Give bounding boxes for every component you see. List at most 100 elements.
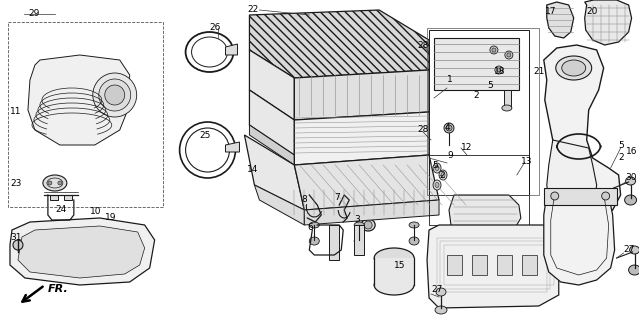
Ellipse shape xyxy=(502,105,512,111)
Polygon shape xyxy=(354,225,364,255)
Ellipse shape xyxy=(374,248,414,268)
Ellipse shape xyxy=(409,222,419,228)
Text: 26: 26 xyxy=(209,23,221,33)
Polygon shape xyxy=(522,255,537,275)
Bar xyxy=(8,22,163,207)
Text: 5: 5 xyxy=(619,141,625,149)
Ellipse shape xyxy=(433,180,441,190)
Ellipse shape xyxy=(497,68,501,72)
Ellipse shape xyxy=(551,192,559,200)
Polygon shape xyxy=(294,112,429,165)
Ellipse shape xyxy=(374,275,414,295)
Polygon shape xyxy=(250,125,294,165)
Text: 24: 24 xyxy=(55,205,66,215)
Text: 17: 17 xyxy=(545,8,556,16)
Ellipse shape xyxy=(354,237,364,245)
Text: 14: 14 xyxy=(248,166,259,174)
Polygon shape xyxy=(544,45,621,215)
Ellipse shape xyxy=(630,246,639,254)
Ellipse shape xyxy=(435,306,447,314)
Text: 19: 19 xyxy=(105,214,116,222)
Text: 4: 4 xyxy=(445,124,451,132)
Polygon shape xyxy=(449,195,521,235)
Ellipse shape xyxy=(99,79,131,111)
Text: 10: 10 xyxy=(90,208,101,216)
Polygon shape xyxy=(434,38,519,90)
Ellipse shape xyxy=(625,195,637,205)
Ellipse shape xyxy=(505,51,513,59)
Polygon shape xyxy=(585,0,632,45)
Polygon shape xyxy=(305,200,439,225)
Text: 25: 25 xyxy=(200,131,211,139)
Text: 20: 20 xyxy=(587,8,598,16)
Polygon shape xyxy=(255,185,305,225)
Text: 12: 12 xyxy=(461,143,472,153)
Polygon shape xyxy=(50,195,58,200)
Ellipse shape xyxy=(433,163,441,173)
Text: 5: 5 xyxy=(487,81,493,89)
Text: 23: 23 xyxy=(10,179,21,187)
Text: 22: 22 xyxy=(248,5,259,15)
Text: FR.: FR. xyxy=(48,284,68,294)
Ellipse shape xyxy=(562,60,586,76)
Text: 8: 8 xyxy=(301,196,307,204)
Ellipse shape xyxy=(364,221,372,229)
Polygon shape xyxy=(10,218,155,285)
Ellipse shape xyxy=(93,73,137,117)
Text: 9: 9 xyxy=(447,150,452,160)
Polygon shape xyxy=(472,255,487,275)
Polygon shape xyxy=(427,225,559,308)
Polygon shape xyxy=(447,255,462,275)
Polygon shape xyxy=(329,225,339,260)
Text: 28: 28 xyxy=(417,125,428,135)
Polygon shape xyxy=(18,226,145,278)
Ellipse shape xyxy=(446,125,452,131)
Polygon shape xyxy=(294,70,429,120)
Text: 29: 29 xyxy=(28,9,39,19)
Ellipse shape xyxy=(602,192,610,200)
Polygon shape xyxy=(504,90,511,108)
Ellipse shape xyxy=(309,222,319,228)
Text: 2: 2 xyxy=(473,90,479,100)
Text: 1: 1 xyxy=(447,76,452,84)
Text: 27: 27 xyxy=(623,246,635,254)
Polygon shape xyxy=(244,135,305,210)
Ellipse shape xyxy=(43,175,67,191)
Ellipse shape xyxy=(58,181,62,185)
Ellipse shape xyxy=(495,66,503,74)
Text: 31: 31 xyxy=(10,234,22,242)
Ellipse shape xyxy=(492,48,496,52)
Polygon shape xyxy=(250,90,294,155)
Polygon shape xyxy=(544,195,614,285)
Ellipse shape xyxy=(507,53,511,57)
Polygon shape xyxy=(225,44,237,55)
Text: 11: 11 xyxy=(10,107,22,117)
Text: 3: 3 xyxy=(354,216,360,224)
Polygon shape xyxy=(250,50,294,120)
Ellipse shape xyxy=(435,166,439,171)
Ellipse shape xyxy=(628,265,640,275)
Ellipse shape xyxy=(439,170,447,180)
Ellipse shape xyxy=(444,123,454,133)
Ellipse shape xyxy=(13,240,23,250)
Text: 16: 16 xyxy=(626,148,637,156)
Polygon shape xyxy=(64,195,72,200)
Ellipse shape xyxy=(409,237,419,245)
Polygon shape xyxy=(547,2,573,38)
Text: 5: 5 xyxy=(432,161,438,169)
Text: 13: 13 xyxy=(521,157,532,167)
Ellipse shape xyxy=(309,237,319,245)
Polygon shape xyxy=(547,140,596,215)
Ellipse shape xyxy=(435,183,439,187)
Ellipse shape xyxy=(361,219,375,231)
Ellipse shape xyxy=(436,288,446,296)
Text: 18: 18 xyxy=(494,68,506,76)
Text: 28: 28 xyxy=(417,40,428,50)
Ellipse shape xyxy=(48,181,52,185)
Text: 15: 15 xyxy=(394,260,406,270)
Polygon shape xyxy=(497,255,512,275)
Ellipse shape xyxy=(626,177,636,185)
Polygon shape xyxy=(294,155,439,210)
Ellipse shape xyxy=(354,222,364,228)
Text: 30: 30 xyxy=(626,173,637,183)
